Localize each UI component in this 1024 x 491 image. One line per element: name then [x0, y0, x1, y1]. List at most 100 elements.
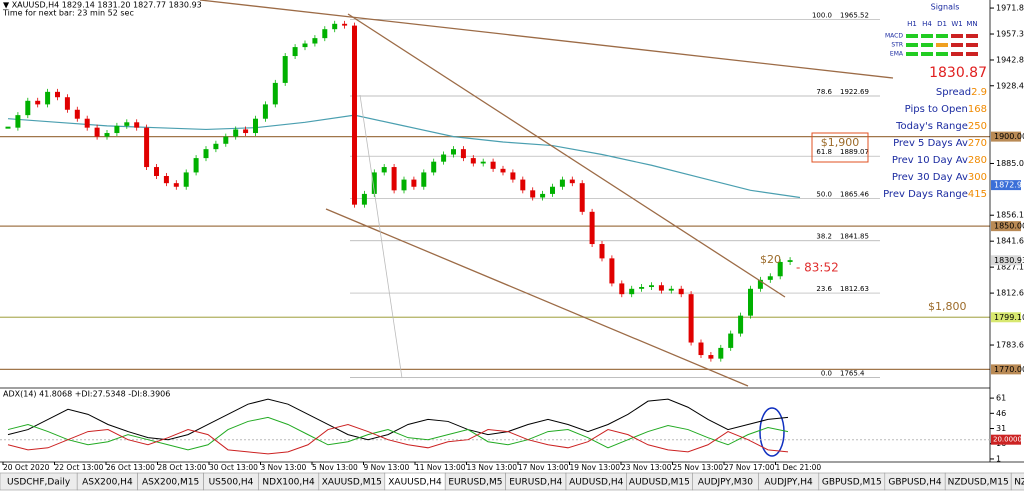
candle — [718, 347, 724, 359]
y-tick-label: 1856.10 — [996, 211, 1024, 220]
price-tag — [991, 312, 1021, 323]
signal-cell — [936, 34, 948, 38]
candle — [193, 158, 199, 173]
candle — [114, 125, 120, 134]
candle — [510, 172, 516, 180]
tab[interactable]: AUDJPY,H4 — [758, 472, 820, 491]
candle — [223, 136, 229, 144]
price-tag — [991, 180, 1021, 191]
info-value: 300 — [968, 172, 987, 183]
bar-timer: Time for next bar: 23 min 52 sec — [2, 9, 134, 18]
candle — [15, 115, 21, 128]
candle — [322, 29, 328, 39]
candle — [391, 167, 397, 191]
candle — [213, 143, 219, 150]
fib-level: 100.0 — [812, 11, 832, 19]
info-label: Spread — [936, 87, 971, 98]
candle — [45, 91, 51, 105]
adx-line — [7, 416, 789, 451]
fib-price: 1889.07 — [840, 148, 869, 156]
tab[interactable]: USDCHF,Daily — [0, 472, 78, 491]
tab-label: ASX200,M15 — [142, 478, 199, 488]
tab[interactable]: ASX200,M15 — [137, 472, 204, 491]
candle — [451, 149, 456, 155]
tab-label: GBPUSD,M15 — [822, 478, 882, 488]
info-row: Today's Range250 — [895, 121, 987, 132]
candle — [698, 342, 704, 356]
tab-label: EURUSD,M5 — [448, 478, 502, 488]
candle — [371, 172, 377, 194]
price-tag — [991, 364, 1021, 375]
tab[interactable]: NZDUSD,H4 — [1010, 472, 1024, 491]
signal-row: MACD — [885, 33, 903, 40]
signals-title: Signals — [931, 3, 960, 12]
price-tag-label: 1900.00 — [994, 132, 1024, 141]
tab[interactable]: GBPUSD,M15 — [818, 472, 886, 491]
x-tick-label: 9 Nov 13:00 — [364, 463, 410, 472]
candle — [609, 258, 615, 284]
signal-column: H1 — [907, 20, 917, 28]
signal-cell — [921, 34, 933, 38]
price-tag-label: 1872.92 — [994, 181, 1024, 190]
candle — [243, 129, 249, 134]
fib-price: 1812.63 — [840, 285, 869, 293]
y-tick-label: 1928.40 — [996, 81, 1024, 90]
signal-column: MN — [966, 20, 977, 28]
info-value: 168 — [968, 104, 987, 115]
candle — [421, 172, 427, 187]
candle — [352, 25, 357, 205]
tab[interactable]: GBPUSD,H4 — [884, 472, 946, 491]
candle — [411, 179, 417, 187]
candle — [25, 100, 31, 116]
y-tick-label: 1885.00 — [996, 159, 1024, 168]
tab[interactable]: XAUUSD,H4 — [384, 472, 446, 491]
candle — [233, 129, 239, 137]
tab[interactable]: AUDUSD,H4 — [565, 472, 627, 491]
tab[interactable]: XAUUSD,M15 — [318, 472, 386, 491]
x-tick-label: 28 Oct 13:00 — [158, 463, 207, 472]
tab[interactable]: EURUSD,H4 — [505, 472, 567, 491]
signal-cell — [936, 52, 948, 56]
tab[interactable]: AUDUSD,M15 — [626, 472, 693, 491]
price-tag-label: 1770.00 — [994, 365, 1024, 374]
info-label: Prev 30 Day Av — [892, 172, 968, 183]
tab-label: AUDJPY,H4 — [764, 478, 813, 488]
annotation-box — [811, 132, 869, 163]
candle — [658, 285, 664, 291]
y-tick-label: 1827.10 — [996, 263, 1024, 272]
candle — [312, 38, 318, 44]
candle — [470, 158, 476, 164]
tab-label: AUDUSD,M15 — [629, 478, 690, 488]
candle — [441, 154, 447, 162]
tab[interactable]: NDX100,H4 — [258, 472, 320, 491]
y-tick-label: 1957.30 — [996, 30, 1024, 39]
candle — [599, 244, 605, 259]
tab-label: EURUSD,H4 — [509, 478, 562, 488]
price-tag — [991, 221, 1021, 232]
adx-level-label: 20.0000 — [993, 436, 1022, 444]
adx-line — [7, 423, 789, 455]
symbol-quote: ▼ XAUUSD,H4 1829.14 1831.20 1827.77 1830… — [3, 1, 202, 10]
annotation: $1,900 — [821, 136, 860, 149]
info-row: Prev 10 Day Av280 — [892, 155, 987, 166]
x-tick-label: 13 Nov 13:00 — [467, 463, 518, 472]
tab[interactable]: AUDJPY,M30 — [692, 472, 759, 491]
tab[interactable]: ASX200,H4 — [76, 472, 138, 491]
countdown: - 83:52 — [796, 261, 839, 275]
fib-level: 38.2 — [816, 233, 832, 241]
candle — [203, 149, 209, 159]
candle — [619, 283, 625, 295]
info-row: Prev 30 Day Av300 — [892, 172, 987, 183]
candle — [35, 100, 41, 105]
tab-label: NZDUSD,M15 — [948, 478, 1009, 488]
candle — [738, 315, 744, 334]
signal-cell — [936, 43, 948, 47]
candle — [530, 190, 536, 198]
price-tag-label: 1799.10 — [994, 313, 1024, 322]
info-value: 270 — [968, 138, 987, 149]
signal-cell — [951, 52, 963, 56]
tab[interactable]: EURUSD,M5 — [444, 472, 506, 491]
tab[interactable]: NZDUSD,M15 — [944, 472, 1012, 491]
fib-level: 23.6 — [816, 285, 832, 293]
tab[interactable]: US500,H4 — [203, 472, 259, 491]
